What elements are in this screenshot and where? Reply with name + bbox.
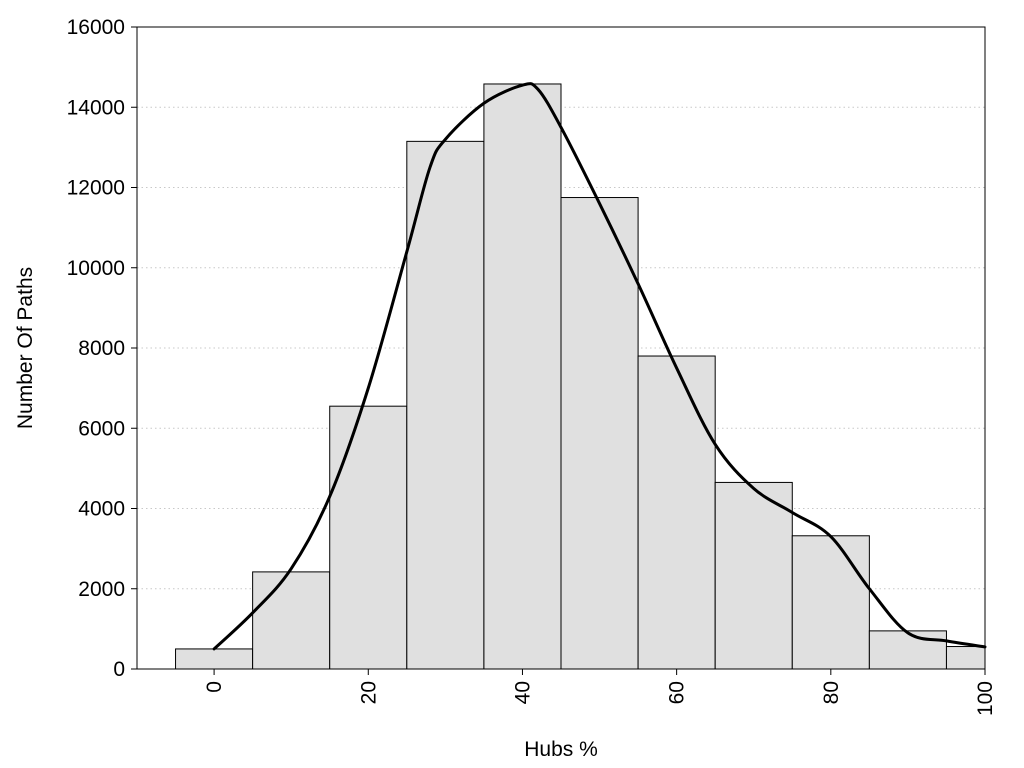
density-curve xyxy=(212,82,987,651)
y-tick-label: 12000 xyxy=(67,177,125,200)
x-axis: 0 20 40 60 80 100 xyxy=(203,669,997,716)
histogram-bar xyxy=(560,197,639,670)
histogram-bar xyxy=(252,571,331,670)
y-tick-label: 16000 xyxy=(67,16,125,39)
y-tick-label: 8000 xyxy=(78,337,125,360)
y-tick-label: 14000 xyxy=(67,96,125,119)
histogram-bar xyxy=(791,535,870,670)
x-tick-label: 100 xyxy=(974,681,997,716)
x-axis-title: Hubs % xyxy=(524,738,598,761)
x-tick-label: 60 xyxy=(666,681,689,704)
histogram-bar xyxy=(175,648,254,670)
x-tick-label: 80 xyxy=(820,681,843,704)
histogram-bar xyxy=(945,646,986,670)
y-axis-title: Number Of Paths xyxy=(14,267,37,429)
histogram-bar xyxy=(637,355,716,670)
curve-layer xyxy=(212,82,987,651)
histogram-bar xyxy=(406,140,485,670)
x-tick-label: 40 xyxy=(511,681,534,704)
x-tick-label: 20 xyxy=(357,681,380,704)
y-tick-label: 4000 xyxy=(78,498,125,521)
y-tick-label: 6000 xyxy=(78,417,125,440)
y-tick-label: 2000 xyxy=(78,578,125,601)
y-tick-label: 10000 xyxy=(67,257,125,280)
histogram-bar xyxy=(329,405,408,670)
x-tick-label: 0 xyxy=(203,681,226,693)
y-axis: 0 2000 4000 6000 8000 10000 12000 14000 16000 xyxy=(67,16,137,681)
y-tick-label: 0 xyxy=(113,658,125,681)
bars-layer xyxy=(175,83,986,670)
histogram-bar xyxy=(868,630,947,670)
histogram-bar xyxy=(714,481,793,670)
histogram-bar xyxy=(483,83,562,670)
